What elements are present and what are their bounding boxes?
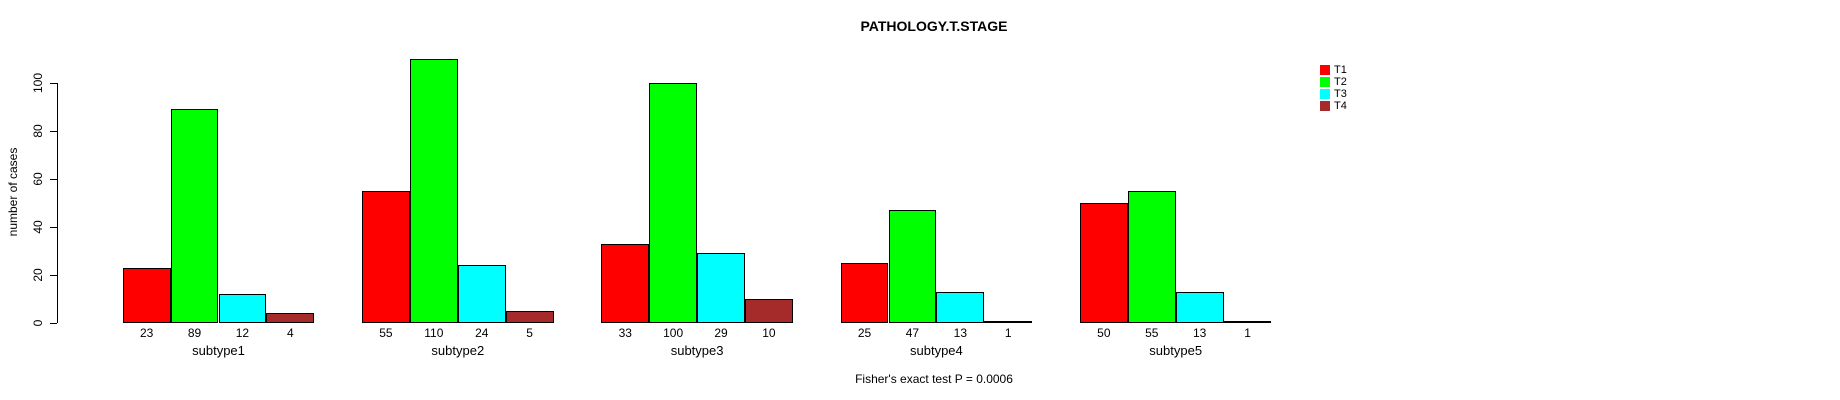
y-tick-label: 20 bbox=[31, 268, 45, 282]
bar-value-label: 100 bbox=[663, 326, 684, 340]
chart-title: PATHOLOGY.T.STAGE bbox=[860, 18, 1008, 34]
bar-value-label: 4 bbox=[287, 326, 294, 340]
legend: T1 T2 T3 T4 bbox=[1320, 64, 1347, 112]
legend-label: T1 bbox=[1334, 64, 1347, 76]
bar-value-label: 1 bbox=[1004, 326, 1012, 340]
legend-swatch-t4 bbox=[1320, 101, 1330, 111]
category-label-subtype2: subtype2 bbox=[431, 343, 485, 358]
bar-t4-subtype5 bbox=[1223, 320, 1272, 323]
legend-label: T4 bbox=[1334, 100, 1347, 112]
bar-t1-subtype2 bbox=[362, 191, 410, 323]
y-tick bbox=[50, 323, 57, 324]
bar-t4-subtype4 bbox=[984, 320, 1033, 323]
bar-t2-subtype3 bbox=[649, 83, 698, 323]
y-tick bbox=[50, 131, 57, 132]
bar-value-label: 25 bbox=[857, 326, 872, 340]
category-label-subtype4: subtype4 bbox=[910, 343, 963, 358]
bar-value-label: 50 bbox=[1097, 326, 1111, 340]
bar-value-label: 47 bbox=[905, 326, 920, 340]
legend-item-t2: T2 bbox=[1320, 76, 1347, 88]
bar-value-label: 23 bbox=[139, 326, 154, 340]
legend-item-t3: T3 bbox=[1320, 88, 1347, 100]
bar-value-label: 55 bbox=[379, 326, 393, 340]
bar-t4-subtype1 bbox=[266, 313, 315, 323]
category-label-subtype3: subtype3 bbox=[670, 343, 724, 358]
y-axis-title: number of cases bbox=[6, 147, 20, 237]
bar-value-label: 24 bbox=[475, 326, 489, 340]
bar-value-label: 89 bbox=[187, 326, 202, 340]
fisher-test-annotation: Fisher's exact test P = 0.0006 bbox=[855, 372, 1013, 386]
bar-t1-subtype5 bbox=[1079, 203, 1128, 323]
legend-label: T3 bbox=[1334, 88, 1347, 100]
bar-t2-subtype2 bbox=[409, 59, 458, 323]
y-tick-label: 100 bbox=[31, 72, 45, 94]
y-tick-label: 0 bbox=[31, 319, 45, 327]
y-tick bbox=[50, 227, 57, 228]
bar-value-label: 55 bbox=[1145, 326, 1159, 340]
bar-t3-subtype1 bbox=[218, 294, 267, 323]
bar-value-label: 5 bbox=[526, 326, 533, 340]
bar-t2-subtype4 bbox=[888, 210, 937, 323]
legend-swatch-t2 bbox=[1320, 77, 1330, 87]
bar-t3-subtype3 bbox=[697, 253, 745, 323]
bar-t3-subtype4 bbox=[936, 291, 985, 323]
bar-value-label: 13 bbox=[953, 326, 968, 340]
y-axis-line bbox=[57, 83, 58, 323]
y-tick-label: 80 bbox=[31, 124, 45, 138]
category-label-subtype1: subtype1 bbox=[192, 343, 245, 358]
y-tick bbox=[50, 275, 57, 276]
legend-item-t1: T1 bbox=[1320, 64, 1347, 76]
bar-value-label: 13 bbox=[1192, 326, 1207, 340]
bar-t1-subtype3 bbox=[601, 243, 650, 323]
legend-swatch-t3 bbox=[1320, 89, 1330, 99]
bar-t4-subtype2 bbox=[505, 311, 554, 323]
legend-item-t4: T4 bbox=[1320, 100, 1347, 112]
bar-value-label: 33 bbox=[618, 326, 632, 340]
bar-value-label: 1 bbox=[1244, 326, 1251, 340]
y-tick bbox=[50, 83, 57, 84]
bar-value-label: 10 bbox=[762, 326, 776, 340]
bar-t1-subtype1 bbox=[122, 267, 171, 323]
bar-t3-subtype5 bbox=[1175, 291, 1224, 323]
legend-label: T2 bbox=[1334, 76, 1347, 88]
y-tick bbox=[50, 179, 57, 180]
bar-value-label: 29 bbox=[714, 326, 728, 340]
legend-swatch-t1 bbox=[1320, 65, 1330, 75]
category-label-subtype5: subtype5 bbox=[1149, 343, 1203, 358]
bar-value-label: 12 bbox=[235, 326, 250, 340]
bar-t3-subtype2 bbox=[457, 265, 506, 323]
bar-t2-subtype5 bbox=[1127, 191, 1176, 323]
bar-t4-subtype3 bbox=[745, 299, 793, 323]
y-tick-label: 40 bbox=[31, 220, 45, 234]
bar-value-label: 110 bbox=[424, 326, 444, 340]
bar-t2-subtype1 bbox=[170, 109, 219, 323]
y-tick-label: 60 bbox=[31, 172, 45, 186]
bar-t1-subtype4 bbox=[840, 263, 889, 323]
